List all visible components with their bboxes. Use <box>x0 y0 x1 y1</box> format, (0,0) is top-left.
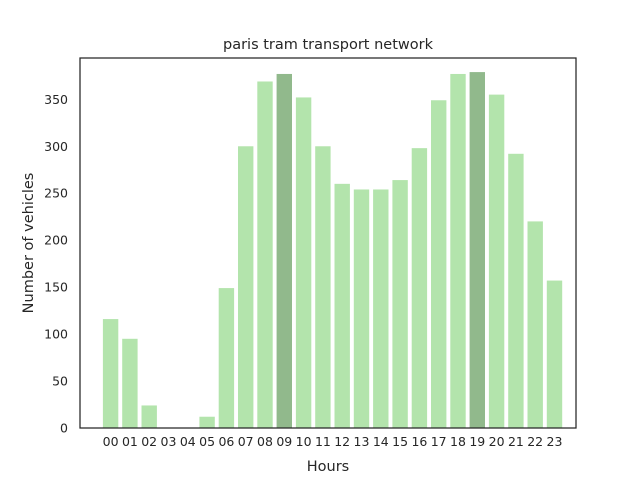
x-tick-label-18: 18 <box>450 434 466 449</box>
y-tick-label-0: 0 <box>60 421 68 436</box>
bar-12 <box>334 183 350 428</box>
y-ticks-group: 0 50 100 150 200 250 300 350 <box>44 92 68 436</box>
bar-15 <box>392 180 408 428</box>
x-ticks-group: 00 01 02 03 04 05 06 07 08 09 10 11 12 13 14 15 16 17 18 19… <box>103 434 563 449</box>
chart-title: paris tram transport network <box>223 37 434 53</box>
bar-07 <box>238 146 254 428</box>
x-tick-label-09: 09 <box>276 434 292 449</box>
y-tick-label-350: 350 <box>44 92 68 107</box>
bar-02 <box>141 405 157 428</box>
x-tick-label-11: 11 <box>315 434 331 449</box>
x-axis-label: Hours <box>307 459 349 475</box>
bar-10 <box>295 97 312 428</box>
bar-21 <box>508 153 524 429</box>
bar-13 <box>353 189 370 428</box>
plot-frame <box>79 57 577 429</box>
x-tick-label-17: 17 <box>431 434 447 449</box>
bar-14 <box>373 189 389 428</box>
x-tick-label-19: 19 <box>469 434 485 449</box>
x-tick-label-06: 06 <box>218 434 234 449</box>
x-tick-label-23: 23 <box>547 434 563 449</box>
bar-05 <box>199 416 215 428</box>
x-tick-label-07: 07 <box>238 434 254 449</box>
x-tick-label-08: 08 <box>257 434 273 449</box>
x-tick-label-05: 05 <box>199 434 215 449</box>
bar-01 <box>122 338 138 428</box>
x-tick-label-16: 16 <box>411 434 427 449</box>
y-tick-label-50: 50 <box>52 374 68 389</box>
x-tick-label-21: 21 <box>508 434 524 449</box>
x-tick-label-12: 12 <box>334 434 350 449</box>
y-tick-label-250: 250 <box>44 186 68 201</box>
bar-17 <box>431 100 447 428</box>
y-axis-label: Number of vehicles <box>21 173 37 314</box>
bar-08 <box>257 81 273 428</box>
x-tick-label-15: 15 <box>392 434 408 449</box>
x-tick-label-20: 20 <box>489 434 505 449</box>
y-tick-label-200: 200 <box>44 233 68 248</box>
bars-group <box>102 72 563 429</box>
x-tick-label-10: 10 <box>296 434 312 449</box>
bar-19 <box>469 72 485 428</box>
bar-11 <box>315 146 331 428</box>
x-tick-label-00: 00 <box>103 434 119 449</box>
bar-22 <box>527 221 543 428</box>
x-tick-label-13: 13 <box>354 434 370 449</box>
x-tick-label-02: 02 <box>141 434 157 449</box>
x-tick-label-22: 22 <box>527 434 543 449</box>
bar-00 <box>102 319 119 428</box>
bar-20 <box>488 94 505 429</box>
y-tick-label-150: 150 <box>44 280 68 295</box>
x-tick-label-14: 14 <box>373 434 389 449</box>
bar-23 <box>546 280 563 428</box>
y-tick-label-300: 300 <box>44 139 68 154</box>
bar-09 <box>276 73 292 429</box>
x-tick-label-03: 03 <box>161 434 177 449</box>
bar-16 <box>411 148 428 428</box>
x-tick-label-01: 01 <box>122 434 138 449</box>
bar-06 <box>218 288 235 428</box>
bar-18 <box>450 73 466 429</box>
x-tick-label-04: 04 <box>180 434 196 449</box>
y-tick-label-100: 100 <box>44 327 68 342</box>
